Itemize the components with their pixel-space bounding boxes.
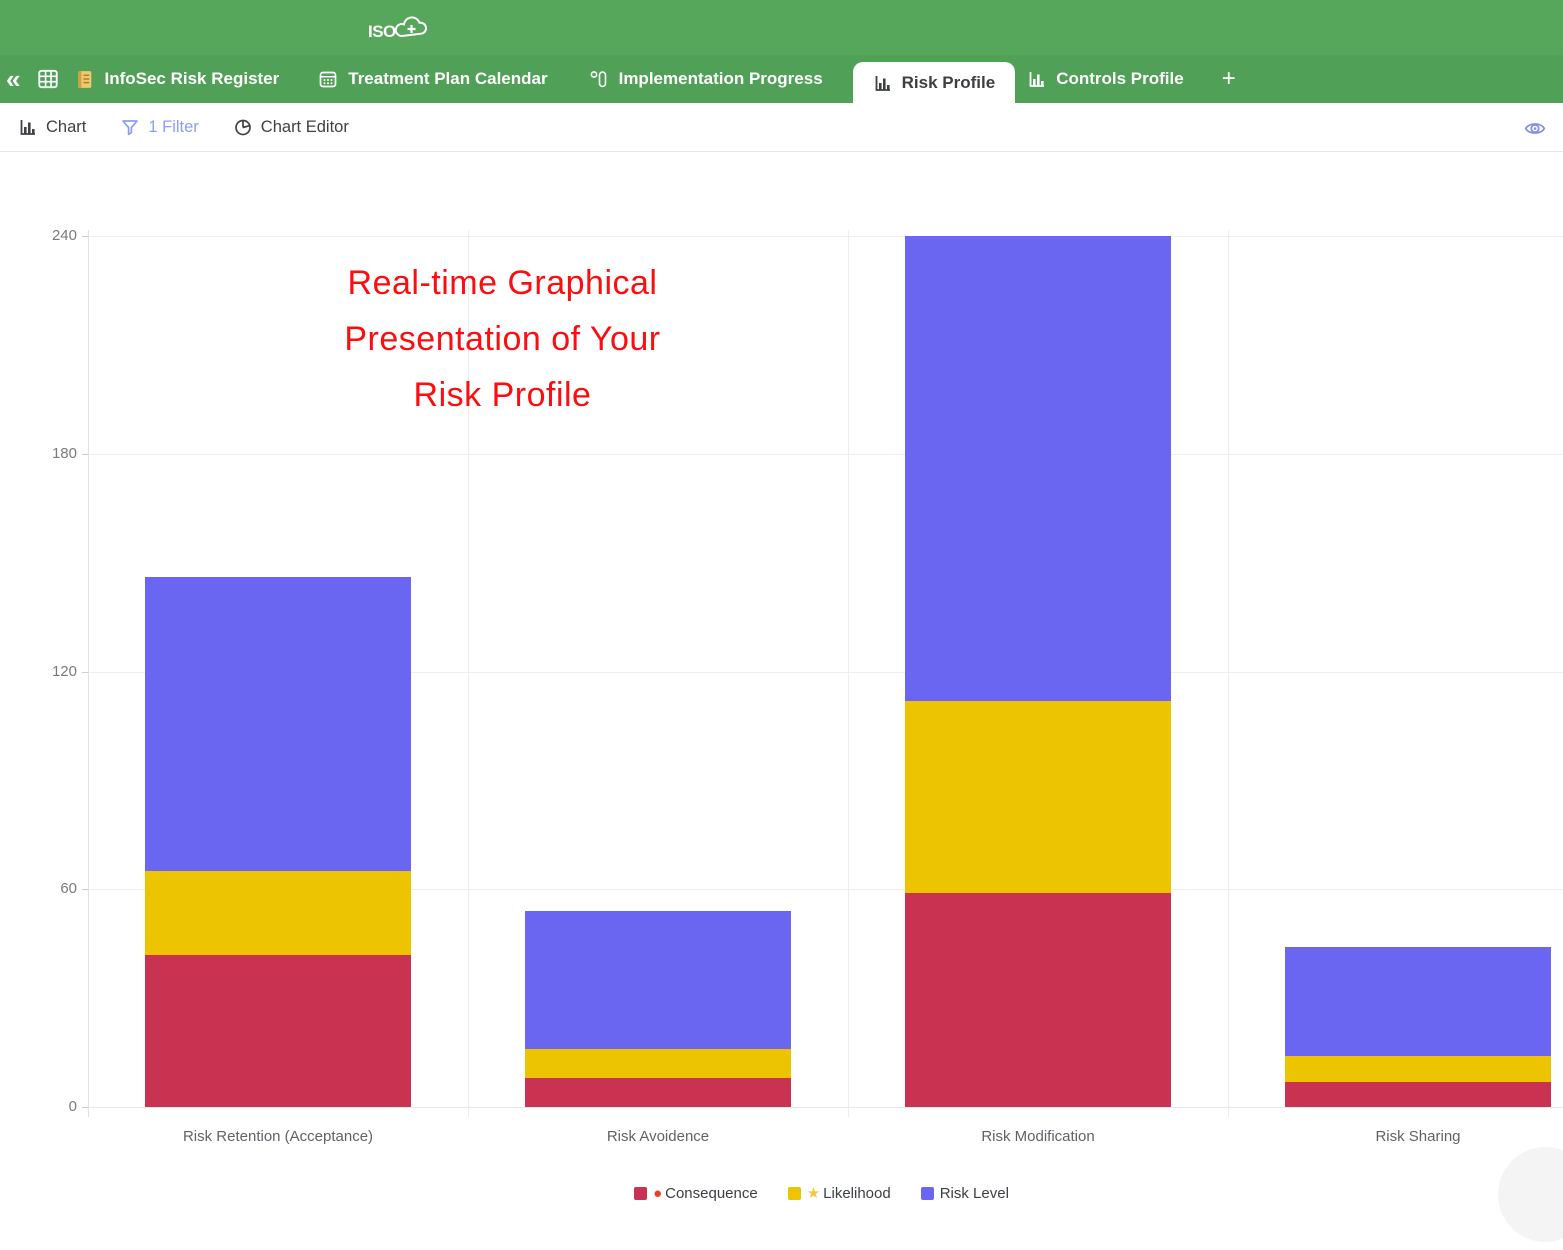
chart-view-button[interactable]: Chart [18, 117, 86, 137]
bar-segment-consequence [525, 1077, 791, 1107]
y-axis-tick-label: 240 [51, 227, 77, 244]
legend-item-likelihood[interactable]: ★ Likelihood [787, 1185, 891, 1202]
y-axis-tick-mark [82, 453, 88, 455]
tab-label: Implementation Progress [618, 69, 823, 88]
legend-swatch [787, 1187, 801, 1200]
bar-segment-risk-level [905, 236, 1171, 701]
x-gridline [1228, 230, 1229, 1117]
x-gridline [468, 230, 469, 1117]
chart-legend: ● Consequence ★ Likelihood Risk Level [0, 1185, 1563, 1202]
tab-label: Treatment Plan Calendar [348, 69, 548, 88]
legend-label: Risk Level [939, 1185, 1009, 1202]
legend-field-emoji: ● [653, 1185, 663, 1202]
filter-label: 1 Filter [148, 117, 199, 136]
y-axis-tick-mark [82, 671, 88, 673]
chart-editor-button[interactable]: Chart Editor [233, 117, 349, 137]
tab-infosec-risk-register[interactable]: InfoSec Risk Register [74, 69, 279, 90]
collapse-sidebar-icon[interactable]: « [6, 64, 21, 94]
y-gridline [88, 1107, 1563, 1108]
iso-plus-logo: ISO [368, 12, 430, 44]
funnel-icon [120, 117, 140, 137]
bar-segment-likelihood [905, 700, 1171, 893]
annotation-line: Real-time Graphical [347, 264, 658, 302]
bar-segment-risk-level [525, 911, 791, 1049]
bar-segment-consequence [1285, 1081, 1551, 1107]
legend-label: Likelihood [823, 1185, 891, 1202]
notebook-icon [74, 69, 95, 90]
y-axis-tick-label: 180 [51, 444, 77, 462]
y-gridline [88, 889, 1563, 891]
y-axis-tick-mark [82, 1107, 88, 1108]
legend-item-risk-level[interactable]: Risk Level [920, 1185, 1009, 1202]
logo-text: ISO [368, 22, 396, 41]
tab-risk-profile[interactable]: Risk Profile [852, 62, 1016, 103]
tab-controls-profile[interactable]: Controls Profile [1027, 69, 1184, 89]
tab-label: Controls Profile [1056, 69, 1184, 88]
chart-annotation: Real-time Graphical Presentation of Your… [225, 255, 780, 423]
legend-item-consequence[interactable]: ● Consequence [634, 1185, 758, 1202]
bar-chart-icon [18, 117, 38, 137]
y-gridline [88, 453, 1563, 455]
legend-field-emoji: ★ [806, 1185, 821, 1202]
eye-visibility-icon[interactable] [1523, 116, 1547, 140]
legend-swatch [634, 1187, 648, 1200]
y-axis-tick-label: 60 [60, 880, 77, 898]
bar-segment-likelihood [145, 871, 411, 955]
calendar-icon [317, 68, 339, 90]
app-header: ISO [0, 0, 1563, 55]
x-axis-category-label: Risk Modification [981, 1128, 1095, 1145]
y-axis-tick-mark [82, 889, 88, 891]
y-axis-tick-mark [82, 236, 88, 237]
annotation-line: Presentation of Your [344, 320, 661, 358]
bar-segment-likelihood [1285, 1056, 1551, 1082]
cloud-plus-icon [390, 12, 430, 44]
table-grid-icon[interactable] [36, 67, 60, 91]
tab-label: InfoSec Risk Register [104, 69, 280, 88]
chart-view-label: Chart [46, 117, 87, 136]
y-axis-tick-label: 120 [51, 662, 77, 680]
bar-segment-consequence [145, 954, 411, 1107]
tab-treatment-plan-calendar[interactable]: Treatment Plan Calendar [317, 68, 548, 90]
legend-label: Consequence [665, 1185, 758, 1202]
risk-profile-stacked-bar-chart: Real-time Graphical Presentation of Your… [0, 152, 1563, 1250]
filter-button[interactable]: 1 Filter [120, 117, 199, 137]
chart-editor-label: Chart Editor [260, 117, 349, 136]
bar-chart-icon [1027, 69, 1047, 89]
add-tab-button[interactable]: + [1221, 65, 1236, 92]
y-axis-tick-label: 0 [68, 1098, 77, 1115]
bar-chart-icon [873, 73, 893, 93]
view-toolbar: Chart 1 Filter Chart Editor [0, 103, 1563, 152]
x-axis-category-label: Risk Avoidence [606, 1128, 710, 1145]
tab-label: Risk Profile [901, 72, 996, 92]
pie-chart-icon [233, 117, 253, 137]
y-gridline [88, 236, 1563, 237]
x-axis-category-label: Risk Sharing [1375, 1128, 1461, 1145]
bar-segment-consequence [905, 892, 1171, 1107]
tab-bar: « InfoSec Risk Register Treatment Plan [0, 55, 1563, 103]
bar-segment-risk-level [145, 577, 411, 872]
bar-segment-likelihood [525, 1048, 791, 1078]
y-axis-line [88, 230, 89, 1117]
tab-implementation-progress[interactable]: Implementation Progress [588, 68, 823, 90]
legend-swatch [920, 1187, 934, 1200]
progress-icon [588, 68, 610, 90]
annotation-line: Risk Profile [413, 376, 592, 414]
bar-segment-risk-level [1285, 947, 1551, 1057]
y-gridline [88, 671, 1563, 673]
x-axis-category-label: Risk Retention (Acceptance) [182, 1128, 374, 1145]
x-gridline [848, 230, 849, 1117]
